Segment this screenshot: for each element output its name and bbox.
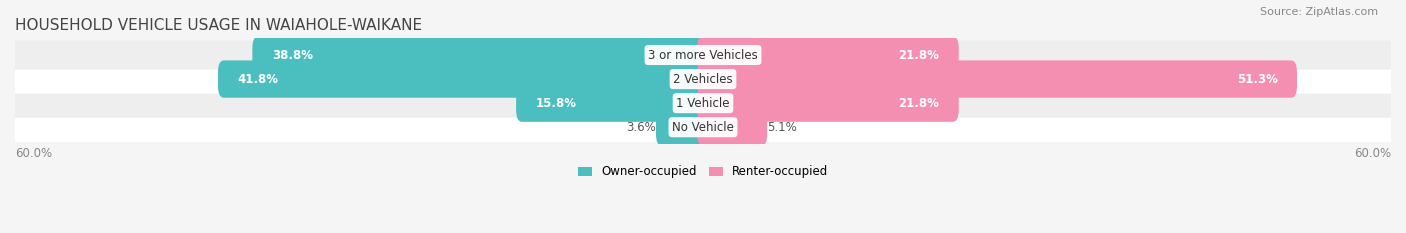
Text: HOUSEHOLD VEHICLE USAGE IN WAIAHOLE-WAIKANE: HOUSEHOLD VEHICLE USAGE IN WAIAHOLE-WAIK… <box>15 18 422 33</box>
FancyBboxPatch shape <box>15 41 1391 70</box>
Text: 1 Vehicle: 1 Vehicle <box>676 97 730 110</box>
Text: 21.8%: 21.8% <box>898 48 939 62</box>
Text: 38.8%: 38.8% <box>271 48 314 62</box>
Text: 5.1%: 5.1% <box>768 121 797 134</box>
FancyBboxPatch shape <box>252 36 709 74</box>
Text: 3.6%: 3.6% <box>626 121 657 134</box>
Text: Source: ZipAtlas.com: Source: ZipAtlas.com <box>1260 7 1378 17</box>
Text: No Vehicle: No Vehicle <box>672 121 734 134</box>
FancyBboxPatch shape <box>697 109 768 146</box>
FancyBboxPatch shape <box>657 109 709 146</box>
Text: 21.8%: 21.8% <box>898 97 939 110</box>
Legend: Owner-occupied, Renter-occupied: Owner-occupied, Renter-occupied <box>578 165 828 178</box>
Text: 60.0%: 60.0% <box>15 147 52 160</box>
FancyBboxPatch shape <box>15 65 1391 94</box>
FancyBboxPatch shape <box>15 89 1391 118</box>
Text: 15.8%: 15.8% <box>536 97 576 110</box>
Text: 41.8%: 41.8% <box>238 72 278 86</box>
Text: 3 or more Vehicles: 3 or more Vehicles <box>648 48 758 62</box>
FancyBboxPatch shape <box>697 85 959 122</box>
Text: 60.0%: 60.0% <box>1354 147 1391 160</box>
FancyBboxPatch shape <box>218 60 709 98</box>
FancyBboxPatch shape <box>697 36 959 74</box>
FancyBboxPatch shape <box>697 60 1296 98</box>
FancyBboxPatch shape <box>15 113 1391 142</box>
Text: 51.3%: 51.3% <box>1237 72 1278 86</box>
FancyBboxPatch shape <box>516 85 709 122</box>
Text: 2 Vehicles: 2 Vehicles <box>673 72 733 86</box>
